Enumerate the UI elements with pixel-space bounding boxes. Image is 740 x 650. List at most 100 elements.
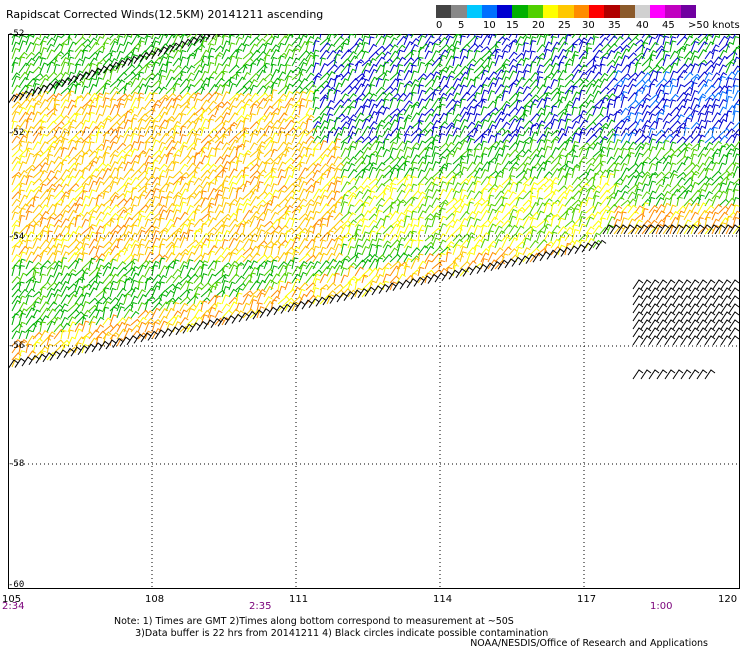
- wind-barb: [39, 35, 49, 46]
- wind-barb: [284, 48, 294, 60]
- wind-barb: [207, 285, 217, 298]
- wind-barb: [697, 62, 706, 74]
- wind-barb: [445, 70, 456, 81]
- wind-barb: [242, 308, 255, 319]
- wind-barb: [403, 51, 414, 60]
- wind-barb: [627, 210, 639, 221]
- wind-barb: [193, 281, 204, 291]
- wind-barb: [487, 194, 495, 207]
- wind-barb: [165, 146, 177, 158]
- contamination-barb: [632, 287, 644, 298]
- wind-barb: [620, 34, 625, 39]
- wind-barb: [277, 126, 285, 137]
- wind-barb: [200, 176, 210, 186]
- wind-barb: [214, 34, 218, 39]
- contamination-barb: [623, 224, 635, 235]
- wind-barb: [431, 75, 441, 88]
- wind-barb: [214, 101, 225, 109]
- contamination-barb: [476, 263, 488, 274]
- wind-barb: [522, 50, 530, 60]
- wind-barb: [74, 196, 84, 207]
- wind-barb: [494, 54, 503, 67]
- wind-barb: [571, 54, 579, 67]
- wind-barb: [18, 194, 29, 207]
- wind-barb: [564, 89, 573, 102]
- wind-barb: [592, 99, 605, 109]
- wind-barb: [158, 163, 168, 172]
- wind-barb: [95, 203, 106, 214]
- wind-barb: [116, 57, 126, 67]
- contamination-barb: [199, 34, 211, 43]
- wind-barb: [578, 56, 588, 67]
- wind-barb: [123, 278, 131, 291]
- contamination-barb: [140, 332, 152, 343]
- wind-barb: [81, 148, 93, 158]
- wind-barb: [550, 105, 558, 116]
- contamination-barb: [315, 296, 327, 307]
- wind-barb: [116, 34, 120, 39]
- wind-barb: [354, 259, 366, 270]
- contamination-barb: [704, 369, 716, 380]
- wind-barb: [242, 71, 251, 81]
- wind-barb: [235, 99, 246, 109]
- wind-barb: [116, 50, 125, 60]
- wind-barb: [137, 50, 149, 60]
- wind-barb: [536, 35, 545, 46]
- wind-barb: [179, 125, 187, 137]
- contamination-barb: [280, 303, 292, 314]
- wind-barb: [375, 35, 386, 46]
- wind-barb: [179, 155, 191, 165]
- wind-barb: [697, 167, 709, 179]
- wind-barb: [67, 321, 77, 333]
- wind-barb: [718, 198, 729, 207]
- wind-barb: [270, 211, 279, 221]
- wind-barb: [326, 230, 334, 242]
- wind-barb: [298, 198, 308, 207]
- wind-barb: [270, 132, 279, 144]
- wind-barb: [207, 91, 220, 102]
- wind-barb: [620, 96, 628, 109]
- wind-barb: [144, 98, 156, 109]
- contamination-barb: [720, 303, 732, 314]
- wind-barb: [508, 38, 519, 46]
- wind-barb: [172, 274, 183, 284]
- wind-barb: [354, 155, 365, 165]
- wind-barb: [452, 40, 461, 53]
- wind-barb: [487, 100, 497, 109]
- wind-barb: [207, 281, 219, 291]
- wind-barb: [95, 176, 104, 186]
- wind-barb: [88, 34, 92, 39]
- contamination-barb: [728, 224, 740, 235]
- wind-barb: [123, 34, 127, 39]
- wind-barb: [459, 55, 469, 67]
- wind-barb: [18, 40, 27, 53]
- wind-barb: [298, 293, 308, 305]
- wind-barb: [46, 194, 55, 207]
- wind-barb: [494, 34, 497, 39]
- wind-barb: [53, 43, 64, 53]
- wind-barb: [95, 281, 104, 291]
- wind-barb: [74, 241, 84, 249]
- wind-barb: [452, 92, 461, 102]
- wind-barb: [459, 166, 468, 179]
- wind-barb: [732, 147, 740, 158]
- wind-barb: [291, 114, 300, 123]
- wind-barb: [263, 79, 274, 88]
- wind-barb: [123, 217, 133, 228]
- wind-barb: [648, 138, 657, 151]
- wind-barb: [634, 103, 645, 116]
- wind-barb: [11, 344, 21, 354]
- contamination-barb: [175, 40, 187, 51]
- lon-label-114: 114: [433, 594, 453, 605]
- wind-barb: [578, 78, 589, 88]
- wind-barb: [459, 35, 466, 46]
- wind-barb: [123, 197, 134, 207]
- wind-barb: [32, 337, 43, 347]
- wind-barb: [298, 245, 310, 256]
- wind-barb: [571, 127, 583, 137]
- wind-barb: [648, 36, 656, 46]
- wind-barb: [256, 97, 268, 109]
- wind-barb: [508, 181, 518, 193]
- wind-barb: [676, 171, 687, 179]
- wind-barb: [186, 34, 193, 39]
